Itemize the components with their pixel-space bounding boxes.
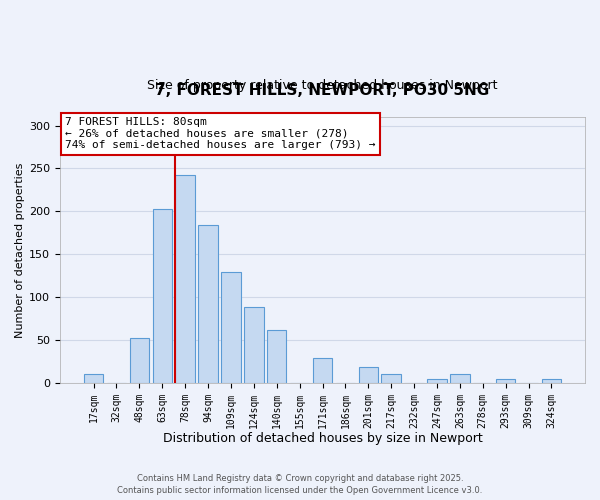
Bar [244, 308, 263, 383]
Bar [382, 374, 401, 383]
Bar [199, 225, 218, 383]
Text: Contains HM Land Registry data © Crown copyright and database right 2025.
Contai: Contains HM Land Registry data © Crown c… [118, 474, 482, 495]
Bar [152, 208, 172, 383]
Text: 7 FOREST HILLS: 80sqm
← 26% of detached houses are smaller (278)
74% of semi-det: 7 FOREST HILLS: 80sqm ← 26% of detached … [65, 117, 376, 150]
Title: Size of property relative to detached houses in Newport: Size of property relative to detached ho… [147, 79, 498, 92]
Bar [221, 272, 241, 383]
Bar [496, 380, 515, 383]
X-axis label: Distribution of detached houses by size in Newport: Distribution of detached houses by size … [163, 432, 482, 445]
Bar [427, 378, 446, 383]
Bar [359, 368, 378, 383]
Bar [84, 374, 103, 383]
Bar [267, 330, 286, 383]
Bar [175, 176, 195, 383]
Bar [313, 358, 332, 383]
Y-axis label: Number of detached properties: Number of detached properties [15, 162, 25, 338]
Text: 7, FOREST HILLS, NEWPORT, PO30 5NG: 7, FOREST HILLS, NEWPORT, PO30 5NG [155, 84, 490, 98]
Bar [542, 378, 561, 383]
Bar [450, 374, 470, 383]
Bar [130, 338, 149, 383]
